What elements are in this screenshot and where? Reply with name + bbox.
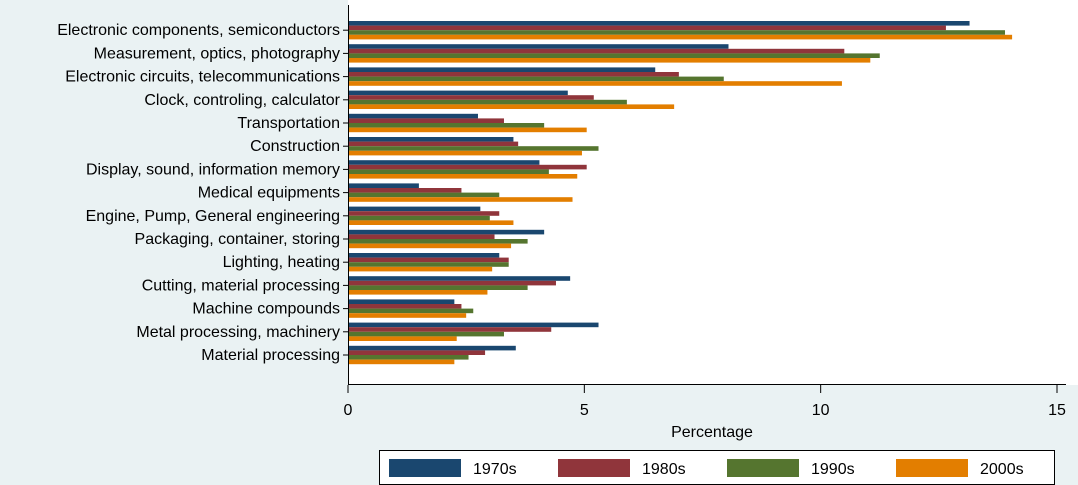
- legend-label: 1980s: [642, 461, 686, 478]
- bar-1990s: [349, 30, 1006, 35]
- bar-1980s: [349, 280, 556, 286]
- legend: 1970s 1980s 1990s 2000s: [379, 450, 1055, 485]
- bar-1980s: [349, 118, 504, 123]
- bar-2000s: [349, 104, 675, 109]
- bar-1990s: [349, 215, 490, 221]
- bar-1970s: [349, 299, 455, 304]
- category-label: Cutting, material processing: [142, 277, 340, 294]
- bar-2000s: [349, 243, 512, 249]
- bar-2000s: [349, 359, 455, 365]
- x-axis: 0 5 10 15: [344, 384, 1066, 419]
- bar-2000s: [349, 58, 871, 63]
- bar-1970s: [349, 90, 568, 96]
- category-label: Clock, controling, calculator: [144, 92, 340, 109]
- bars: [349, 21, 1013, 365]
- bar-1980s: [349, 257, 509, 263]
- bar-1970s: [349, 322, 599, 328]
- bar-1970s: [349, 160, 540, 165]
- legend-swatch: [727, 459, 799, 477]
- bar-1970s: [349, 113, 478, 119]
- bar-1980s: [349, 234, 495, 239]
- bar-2000s: [349, 81, 842, 86]
- bar-1970s: [349, 229, 545, 235]
- legend-swatch: [558, 459, 630, 477]
- legend-label: 1990s: [811, 461, 855, 478]
- category-label: Electronic components, semiconductors: [57, 22, 340, 39]
- bar-2000s: [349, 150, 582, 156]
- bar-1990s: [349, 99, 627, 105]
- category-label: Display, sound, information memory: [86, 161, 340, 178]
- bar-1990s: [349, 146, 599, 151]
- bar-1980s: [349, 25, 946, 31]
- bar-1990s: [349, 285, 528, 290]
- bar-2000s: [349, 313, 467, 318]
- category-label: Packaging, container, storing: [135, 231, 340, 248]
- bar-1970s: [349, 253, 500, 258]
- bar-1980s: [349, 141, 519, 147]
- bar-1980s: [349, 211, 500, 216]
- category-label: Material processing: [201, 347, 340, 364]
- bar-1990s: [349, 262, 509, 267]
- bar-2000s: [349, 220, 514, 225]
- bar-1980s: [349, 327, 552, 332]
- bar-1990s: [349, 355, 469, 360]
- bar-1990s: [349, 123, 545, 128]
- bar-2000s: [349, 266, 493, 272]
- legend-swatch: [389, 459, 461, 477]
- category-label: Measurement, optics, photography: [94, 45, 340, 62]
- category-label: Electronic circuits, telecommunications: [65, 69, 340, 86]
- plot-area: [348, 0, 1078, 385]
- category-label: Construction: [250, 138, 340, 155]
- x-tick-label: 5: [580, 402, 589, 419]
- bar-1970s: [349, 67, 656, 72]
- bar-1970s: [349, 276, 571, 281]
- category-label: Medical equipments: [198, 185, 340, 202]
- category-label: Engine, Pump, General engineering: [86, 208, 340, 225]
- legend-label: 2000s: [980, 461, 1024, 478]
- bar-1990s: [349, 331, 504, 337]
- x-tick-label: 10: [812, 402, 830, 419]
- bar-1980s: [349, 95, 594, 100]
- category-label: Machine compounds: [192, 301, 340, 318]
- bar-1990s: [349, 239, 528, 244]
- category-label: Transportation: [237, 115, 340, 132]
- bar-2000s: [349, 127, 587, 133]
- category-label: Lighting, heating: [223, 254, 340, 271]
- bar-2000s: [349, 174, 578, 179]
- x-tick-label: 0: [344, 402, 353, 419]
- bar-1980s: [349, 188, 462, 193]
- bar-1970s: [349, 206, 481, 212]
- bar-1990s: [349, 53, 880, 58]
- bar-2000s: [349, 290, 488, 295]
- bar-1970s: [349, 21, 970, 26]
- bar-1980s: [349, 48, 845, 54]
- bar-2000s: [349, 197, 573, 202]
- bar-1970s: [349, 183, 419, 188]
- category-labels: Electronic components, semiconductors Mea…: [57, 22, 348, 364]
- bar-2000s: [349, 336, 457, 341]
- bar-1990s: [349, 192, 500, 198]
- bar-2000s: [349, 34, 1013, 40]
- bar-1980s: [349, 164, 587, 170]
- legend-label: 1970s: [473, 461, 517, 478]
- bar-1970s: [349, 44, 729, 49]
- x-axis-title: Percentage: [671, 424, 753, 441]
- category-label: Metal processing, machinery: [136, 324, 340, 341]
- bar-1980s: [349, 304, 462, 309]
- x-tick-label: 15: [1048, 402, 1066, 419]
- bar-1980s: [349, 72, 679, 77]
- bar-1990s: [349, 308, 474, 314]
- bar-1970s: [349, 137, 514, 142]
- bar-1980s: [349, 350, 486, 355]
- bar-1970s: [349, 345, 516, 351]
- bar-1990s: [349, 76, 724, 82]
- bar-1990s: [349, 169, 549, 174]
- legend-swatch: [896, 459, 968, 477]
